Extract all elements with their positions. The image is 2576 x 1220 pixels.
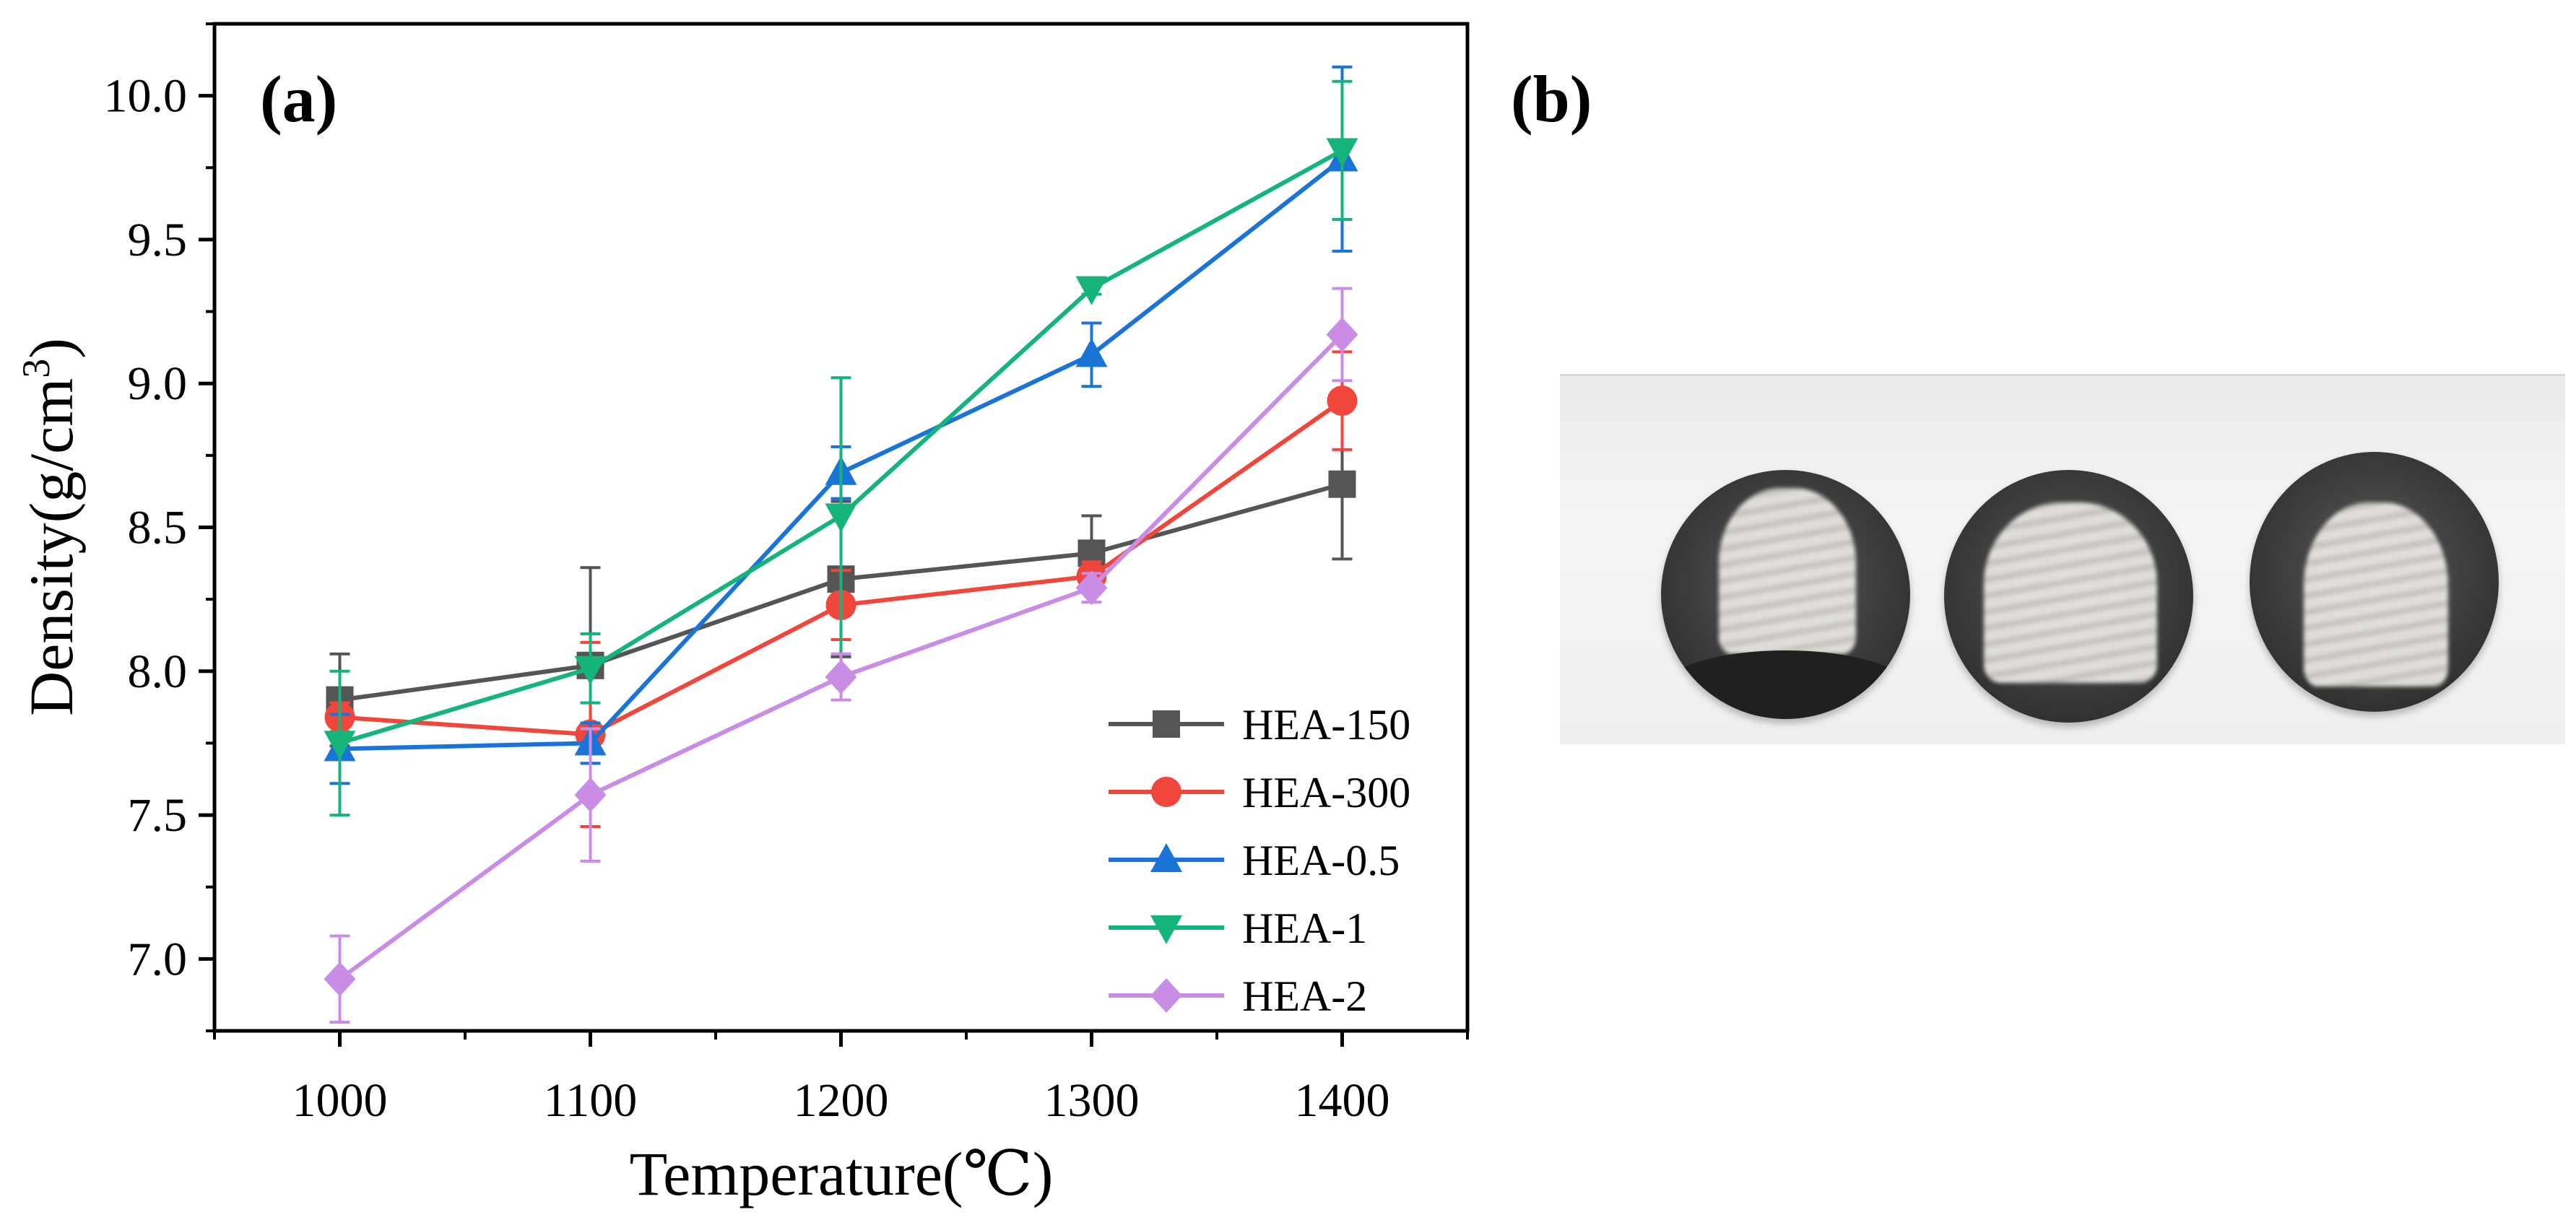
- x-tick-label: 1200: [794, 1074, 889, 1127]
- panel-a-label: (a): [260, 62, 337, 136]
- data-point: [1326, 317, 1358, 352]
- data-point: [1075, 338, 1108, 367]
- data-point: [324, 731, 356, 760]
- series-layer: [324, 65, 1358, 1024]
- y-axis-title: Density(g/cm3): [14, 338, 86, 716]
- legend-item-hea-300: HEA-300: [1109, 769, 1410, 816]
- legend-item-hea-1: HEA-1: [1109, 905, 1367, 952]
- x-tick-label: 1400: [1295, 1074, 1390, 1127]
- sample-photo: [1560, 374, 2565, 744]
- legend: HEA-150 HEA-300 HEA-0.5 HEA-1 HEA-2: [1109, 701, 1410, 1020]
- y-axis-title-superscript: 3: [14, 359, 58, 378]
- sample-disc-1-edge: [1661, 650, 1910, 719]
- x-tick-label: 1000: [292, 1074, 388, 1127]
- data-point: [1075, 276, 1108, 305]
- y-tick-label: 7.0: [128, 933, 188, 985]
- series-hea-2: [324, 287, 1358, 1024]
- y-axis-title-main: Density(g/cm: [17, 378, 86, 716]
- legend-label: HEA-300: [1242, 769, 1410, 816]
- series-hea-1: [324, 79, 1358, 817]
- sample-disc-2: [1944, 470, 2193, 723]
- y-tick-label: 8.0: [128, 645, 188, 698]
- sample-disc-1-surface: [1719, 488, 1856, 654]
- data-point: [1075, 570, 1108, 606]
- x-axis-title: Temperature(℃): [630, 1139, 1054, 1208]
- legend-item-hea-2: HEA-2: [1109, 972, 1367, 1020]
- data-point: [825, 503, 857, 533]
- axis-ticks: 1000 1100 1200 1300 1400 7.0 7.5 8.0 8.5 9.0 9.5 10…: [104, 22, 1469, 1127]
- data-point: [825, 659, 857, 694]
- data-point: [324, 962, 356, 997]
- y-tick-label: 10.0: [104, 70, 188, 123]
- data-point: [1327, 385, 1358, 417]
- legend-item-hea-150: HEA-150: [1109, 701, 1410, 749]
- sample-disc-3-surface: [2304, 502, 2448, 687]
- legend-label: HEA-150: [1242, 701, 1410, 749]
- y-tick-label: 9.0: [128, 357, 188, 410]
- legend-marker: [1150, 843, 1182, 872]
- sample-disc-1: [1661, 470, 1910, 719]
- legend-label: HEA-2: [1242, 972, 1367, 1020]
- legend-marker: [1151, 777, 1181, 807]
- legend-label: HEA-1: [1242, 905, 1367, 952]
- legend-item-hea-0.5: HEA-0.5: [1109, 837, 1400, 884]
- y-axis-title-close: ): [17, 338, 86, 359]
- y-tick-label: 9.5: [128, 214, 188, 266]
- data-point: [574, 655, 607, 685]
- data-point: [1328, 470, 1356, 498]
- legend-label: HEA-0.5: [1242, 837, 1400, 884]
- sample-disc-3: [2250, 452, 2499, 712]
- y-tick-label: 7.5: [128, 789, 188, 842]
- panel-b-label: (b): [1511, 62, 1592, 136]
- legend-marker: [1150, 915, 1182, 944]
- data-point: [1326, 138, 1358, 167]
- data-point: [574, 777, 607, 813]
- sample-disc-2-surface: [1984, 502, 2157, 683]
- x-tick-label: 1300: [1044, 1074, 1140, 1127]
- legend-marker: [1150, 978, 1182, 1013]
- y-tick-label: 8.5: [128, 502, 188, 554]
- legend-marker: [1153, 710, 1180, 738]
- x-tick-label: 1100: [544, 1074, 638, 1127]
